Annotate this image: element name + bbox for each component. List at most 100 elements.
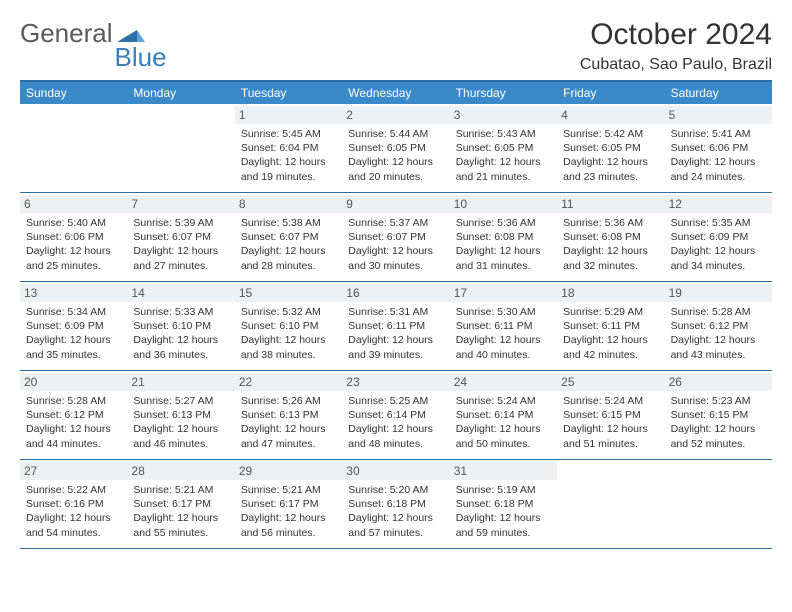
day-cell: 26Sunrise: 5:23 AMSunset: 6:15 PMDayligh… <box>665 371 772 459</box>
day-number: 30 <box>342 462 449 480</box>
day-info: Sunrise: 5:39 AMSunset: 6:07 PMDaylight:… <box>133 216 228 273</box>
day-cell: 12Sunrise: 5:35 AMSunset: 6:09 PMDayligh… <box>665 193 772 281</box>
day-cell: 22Sunrise: 5:26 AMSunset: 6:13 PMDayligh… <box>235 371 342 459</box>
sunset-line: Sunset: 6:08 PM <box>563 230 658 244</box>
daylight-line: Daylight: 12 hours and 40 minutes. <box>456 333 551 361</box>
empty-cell: . <box>20 104 127 192</box>
day-number: 7 <box>127 195 234 213</box>
sunrise-line: Sunrise: 5:39 AM <box>133 216 228 230</box>
day-info: Sunrise: 5:42 AMSunset: 6:05 PMDaylight:… <box>563 127 658 184</box>
day-number: 16 <box>342 284 449 302</box>
day-info: Sunrise: 5:20 AMSunset: 6:18 PMDaylight:… <box>348 483 443 540</box>
sunset-line: Sunset: 6:07 PM <box>348 230 443 244</box>
daylight-line: Daylight: 12 hours and 48 minutes. <box>348 422 443 450</box>
day-cell: 24Sunrise: 5:24 AMSunset: 6:14 PMDayligh… <box>450 371 557 459</box>
day-cell: 16Sunrise: 5:31 AMSunset: 6:11 PMDayligh… <box>342 282 449 370</box>
sunrise-line: Sunrise: 5:33 AM <box>133 305 228 319</box>
sunrise-line: Sunrise: 5:35 AM <box>671 216 766 230</box>
day-number: 9 <box>342 195 449 213</box>
day-number: 14 <box>127 284 234 302</box>
sunset-line: Sunset: 6:11 PM <box>348 319 443 333</box>
sunrise-line: Sunrise: 5:29 AM <box>563 305 658 319</box>
day-number: 4 <box>557 106 664 124</box>
day-cell: 2Sunrise: 5:44 AMSunset: 6:05 PMDaylight… <box>342 104 449 192</box>
day-cell: 29Sunrise: 5:21 AMSunset: 6:17 PMDayligh… <box>235 460 342 548</box>
sunset-line: Sunset: 6:08 PM <box>456 230 551 244</box>
day-number: 17 <box>450 284 557 302</box>
empty-cell: . <box>557 460 664 548</box>
daylight-line: Daylight: 12 hours and 52 minutes. <box>671 422 766 450</box>
sunset-line: Sunset: 6:17 PM <box>133 497 228 511</box>
daylight-line: Daylight: 12 hours and 51 minutes. <box>563 422 658 450</box>
day-number: 11 <box>557 195 664 213</box>
daylight-line: Daylight: 12 hours and 54 minutes. <box>26 511 121 539</box>
day-number: 15 <box>235 284 342 302</box>
dow-friday: Friday <box>557 82 664 104</box>
day-cell: 30 Sunrise: 5:20 AMSunset: 6:18 PMDayligh… <box>342 460 449 548</box>
day-info: Sunrise: 5:22 AMSunset: 6:16 PMDaylight:… <box>26 483 121 540</box>
day-info: Sunrise: 5:37 AMSunset: 6:07 PMDaylight:… <box>348 216 443 273</box>
sunrise-line: Sunrise: 5:19 AM <box>456 483 551 497</box>
day-number: 3 <box>450 106 557 124</box>
day-number: 27 <box>20 462 127 480</box>
day-cell: 11Sunrise: 5:36 AMSunset: 6:08 PMDayligh… <box>557 193 664 281</box>
sunrise-line: Sunrise: 5:40 AM <box>26 216 121 230</box>
daylight-line: Daylight: 12 hours and 59 minutes. <box>456 511 551 539</box>
day-number: 23 <box>342 373 449 391</box>
day-info: Sunrise: 5:43 AMSunset: 6:05 PMDaylight:… <box>456 127 551 184</box>
sunset-line: Sunset: 6:05 PM <box>348 141 443 155</box>
sunrise-line: Sunrise: 5:28 AM <box>671 305 766 319</box>
day-info: Sunrise: 5:41 AMSunset: 6:06 PMDaylight:… <box>671 127 766 184</box>
day-cell: 20Sunrise: 5:28 AMSunset: 6:12 PMDayligh… <box>20 371 127 459</box>
day-number: 28 <box>127 462 234 480</box>
sunrise-line: Sunrise: 5:45 AM <box>241 127 336 141</box>
day-cell: 21Sunrise: 5:27 AMSunset: 6:13 PMDayligh… <box>127 371 234 459</box>
sunset-line: Sunset: 6:07 PM <box>133 230 228 244</box>
daylight-line: Daylight: 12 hours and 32 minutes. <box>563 244 658 272</box>
day-cell: 23 Sunrise: 5:25 AMSunset: 6:14 PMDayligh… <box>342 371 449 459</box>
day-cell: 19Sunrise: 5:28 AMSunset: 6:12 PMDayligh… <box>665 282 772 370</box>
daylight-line: Daylight: 12 hours and 27 minutes. <box>133 244 228 272</box>
sunset-line: Sunset: 6:05 PM <box>563 141 658 155</box>
logo-text-general: General <box>20 20 113 46</box>
sunrise-line: Sunrise: 5:38 AM <box>241 216 336 230</box>
sunrise-line: Sunrise: 5:41 AM <box>671 127 766 141</box>
dow-sunday: Sunday <box>20 82 127 104</box>
sunrise-line: Sunrise: 5:20 AM <box>348 483 443 497</box>
day-info: Sunrise: 5:40 AMSunset: 6:06 PMDaylight:… <box>26 216 121 273</box>
sunset-line: Sunset: 6:09 PM <box>671 230 766 244</box>
day-cell: 1Sunrise: 5:45 AMSunset: 6:04 PMDaylight… <box>235 104 342 192</box>
sunset-line: Sunset: 6:06 PM <box>26 230 121 244</box>
month-title: October 2024 <box>580 18 772 52</box>
day-cell: 27 Sunrise: 5:22 AMSunset: 6:16 PMDayligh… <box>20 460 127 548</box>
daylight-line: Daylight: 12 hours and 34 minutes. <box>671 244 766 272</box>
daylight-line: Daylight: 12 hours and 28 minutes. <box>241 244 336 272</box>
daylight-line: Daylight: 12 hours and 44 minutes. <box>26 422 121 450</box>
sunset-line: Sunset: 6:14 PM <box>348 408 443 422</box>
day-info: Sunrise: 5:19 AMSunset: 6:18 PMDaylight:… <box>456 483 551 540</box>
sunset-line: Sunset: 6:11 PM <box>563 319 658 333</box>
sunset-line: Sunset: 6:11 PM <box>456 319 551 333</box>
sunset-line: Sunset: 6:06 PM <box>671 141 766 155</box>
day-number: 31 <box>450 462 557 480</box>
sunset-line: Sunset: 6:05 PM <box>456 141 551 155</box>
day-number: 10 <box>450 195 557 213</box>
daylight-line: Daylight: 12 hours and 57 minutes. <box>348 511 443 539</box>
daylight-line: Daylight: 12 hours and 55 minutes. <box>133 511 228 539</box>
day-info: Sunrise: 5:26 AMSunset: 6:13 PMDaylight:… <box>241 394 336 451</box>
sunrise-line: Sunrise: 5:28 AM <box>26 394 121 408</box>
day-info: Sunrise: 5:23 AMSunset: 6:15 PMDaylight:… <box>671 394 766 451</box>
day-cell: 10Sunrise: 5:36 AMSunset: 6:08 PMDayligh… <box>450 193 557 281</box>
sunrise-line: Sunrise: 5:32 AM <box>241 305 336 319</box>
day-info: Sunrise: 5:34 AMSunset: 6:09 PMDaylight:… <box>26 305 121 362</box>
daylight-line: Daylight: 12 hours and 24 minutes. <box>671 155 766 183</box>
sunrise-line: Sunrise: 5:24 AM <box>563 394 658 408</box>
day-cell: 5Sunrise: 5:41 AMSunset: 6:06 PMDaylight… <box>665 104 772 192</box>
header: General Blue October 2024 Cubatao, Sao P… <box>20 18 772 74</box>
day-cell: 6Sunrise: 5:40 AMSunset: 6:06 PMDaylight… <box>20 193 127 281</box>
sunrise-line: Sunrise: 5:34 AM <box>26 305 121 319</box>
day-cell: 17Sunrise: 5:30 AMSunset: 6:11 PMDayligh… <box>450 282 557 370</box>
empty-cell: . <box>665 460 772 548</box>
day-info: Sunrise: 5:25 AMSunset: 6:14 PMDaylight:… <box>348 394 443 451</box>
week-row: 27 Sunrise: 5:22 AMSunset: 6:16 PMDayligh… <box>20 460 772 549</box>
